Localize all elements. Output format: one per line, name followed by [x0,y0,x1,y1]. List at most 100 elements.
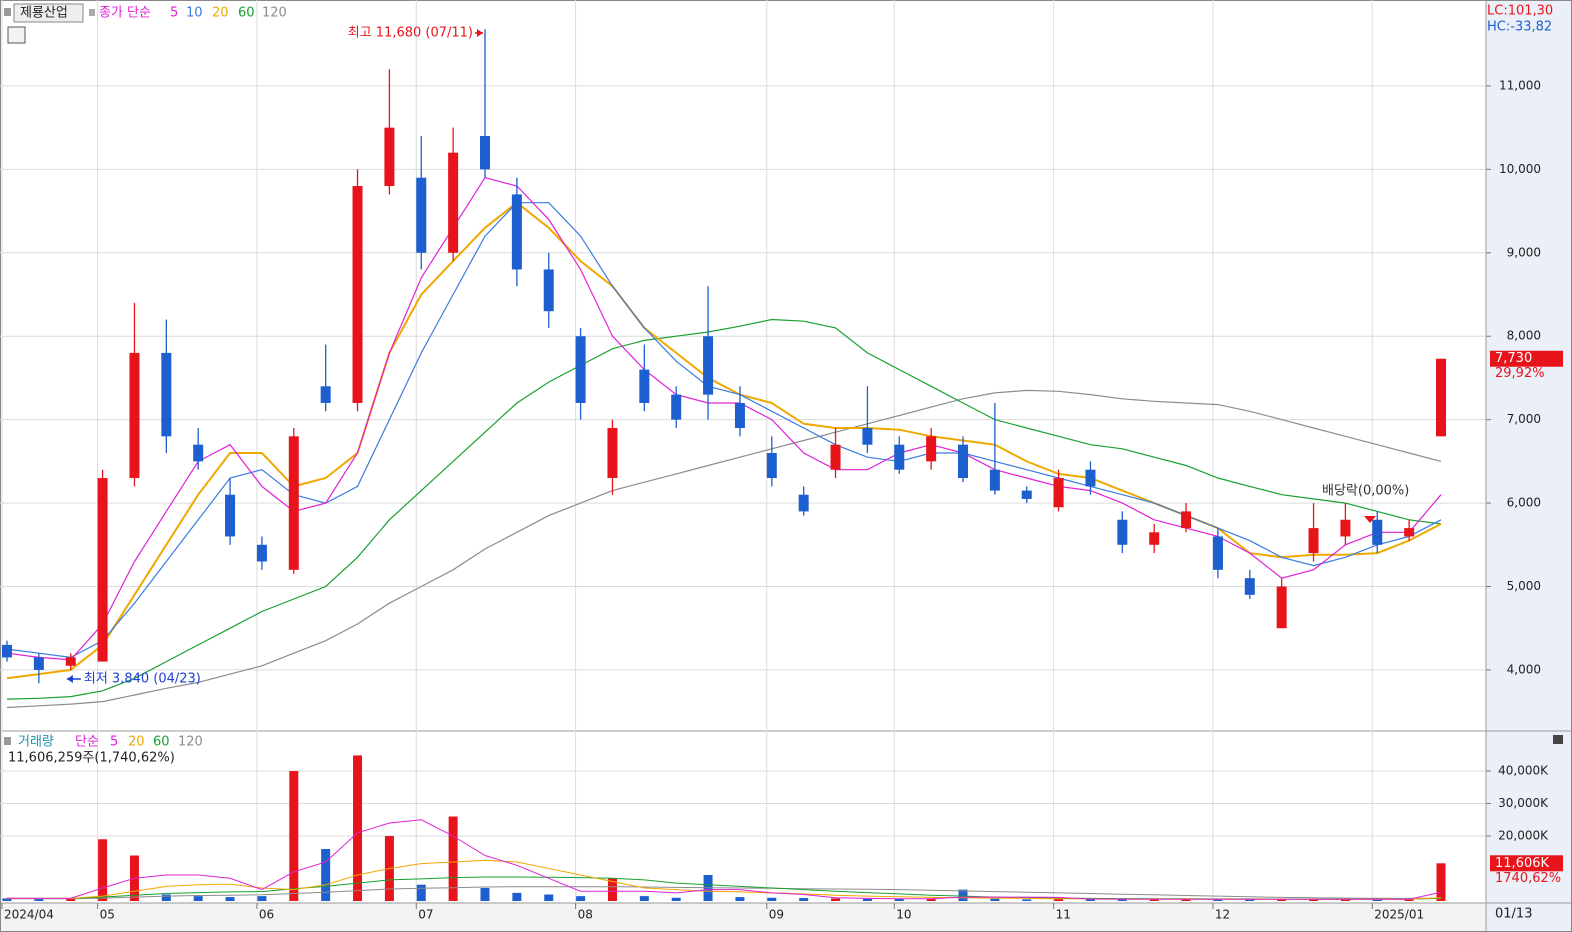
volume-bar [1340,899,1350,901]
candle-body [926,436,937,462]
x-tick-label: 05 [100,908,115,922]
volume-average-line [6,819,1442,900]
candle-body [33,657,44,670]
volume-bar [1085,899,1095,901]
candle-body [97,478,108,662]
last-volume-label: 11,606K [1495,856,1549,871]
x-tick-label: 2024/04 [4,908,54,922]
icon [4,8,11,16]
moving-average-line [6,389,1442,709]
candle-body [1276,586,1287,629]
y-tick-label: 9,000 [1507,245,1541,259]
volume-bar [98,839,108,901]
volume-bar [1277,898,1287,901]
candle-body [766,453,777,479]
candle-body [511,194,522,270]
legend-entry: 120 [178,735,203,750]
x-tick-label: 07 [418,908,433,922]
candle-body [416,177,427,253]
x-tick-label: 11 [1056,908,1071,922]
candle-body [1340,519,1351,537]
candle-body [352,186,363,403]
legend-entry: 60 [238,6,255,21]
volume-bar [512,892,522,901]
candle-body [543,269,554,312]
grid-icon[interactable] [7,26,26,44]
volume-bar [1245,899,1255,901]
last-price-box [1490,350,1563,367]
volume-bar [1022,899,1032,901]
volume-bar [1372,899,1382,901]
volume-bar [448,816,458,901]
dividend-marker [1364,516,1376,523]
y-tick-label: 6,000 [1507,496,1541,510]
volume-bar [1436,863,1446,901]
candle-body [288,436,299,570]
candle-body [607,427,618,479]
candle-body [1308,528,1319,554]
candle-body [1149,532,1160,545]
candle-body [639,369,650,403]
y-tick-label: 7,000 [1507,412,1541,426]
arrow-head [477,29,483,37]
candle-body [384,127,395,187]
volume-bar [161,894,171,901]
volume-bar [34,899,44,901]
volume-bar [1054,899,1064,901]
y-tick-label: 11,000 [1499,78,1541,92]
volume-bar [416,884,426,901]
x-tick-label: 08 [578,908,593,922]
candle-body [1117,519,1128,545]
x-axis-panel [0,903,1486,932]
candle-body [830,444,841,470]
icon [4,737,11,745]
candle-body [703,336,714,395]
legend-entry: 20 [212,6,229,21]
candle-body [225,494,236,537]
candle-body [161,352,172,437]
volume-summary: 11,606,259주(1,740,62%) [8,751,175,766]
volume-bar [321,849,331,901]
volume-bar [1213,899,1223,901]
volume-bar [1117,898,1127,901]
change-label: 29,92% [1495,366,1545,381]
volume-bar [1149,899,1159,901]
last-volume-box [1490,855,1563,872]
volume-bar [576,896,586,901]
volume-bar [193,896,203,901]
volume-bar [225,897,235,901]
volume-bar [990,898,1000,901]
x-tick-label: 06 [259,908,274,922]
legend-entry: 5 [170,6,178,21]
volume-bar [607,878,617,901]
volume-bar [639,896,649,901]
candle-body [2,644,12,658]
volume-bar [958,889,968,901]
candle-body [1085,469,1096,487]
candle-body [1021,490,1032,499]
y-tick-label: 10,000 [1499,162,1541,176]
lc-label: LC:101,30 [1487,4,1553,19]
icon [89,9,95,16]
panel-button[interactable] [1553,735,1563,744]
candle-body [575,336,586,403]
ma-legend-label: 종가 단순 [99,6,151,21]
stock-name[interactable]: 제룡산업 [20,6,68,21]
y-tick-label: 40,000K [1498,764,1549,778]
volume-bar [735,897,745,901]
x-tick-label: 2025/01 [1374,908,1424,922]
hc-label: HC:-33,82 [1487,20,1552,35]
y-tick-label: 5,000 [1507,579,1541,593]
stock-button[interactable] [13,3,84,23]
legend-entry: 60 [153,735,170,750]
candle-body [1436,358,1446,437]
volume-bar [66,898,76,901]
x-tick-label: 09 [769,908,784,922]
x-tick-label: 10 [896,908,911,922]
volume-bar [2,898,12,901]
dividend-annotation: 배당락(0,00%) [1322,484,1409,499]
volume-average-line [7,886,1442,900]
